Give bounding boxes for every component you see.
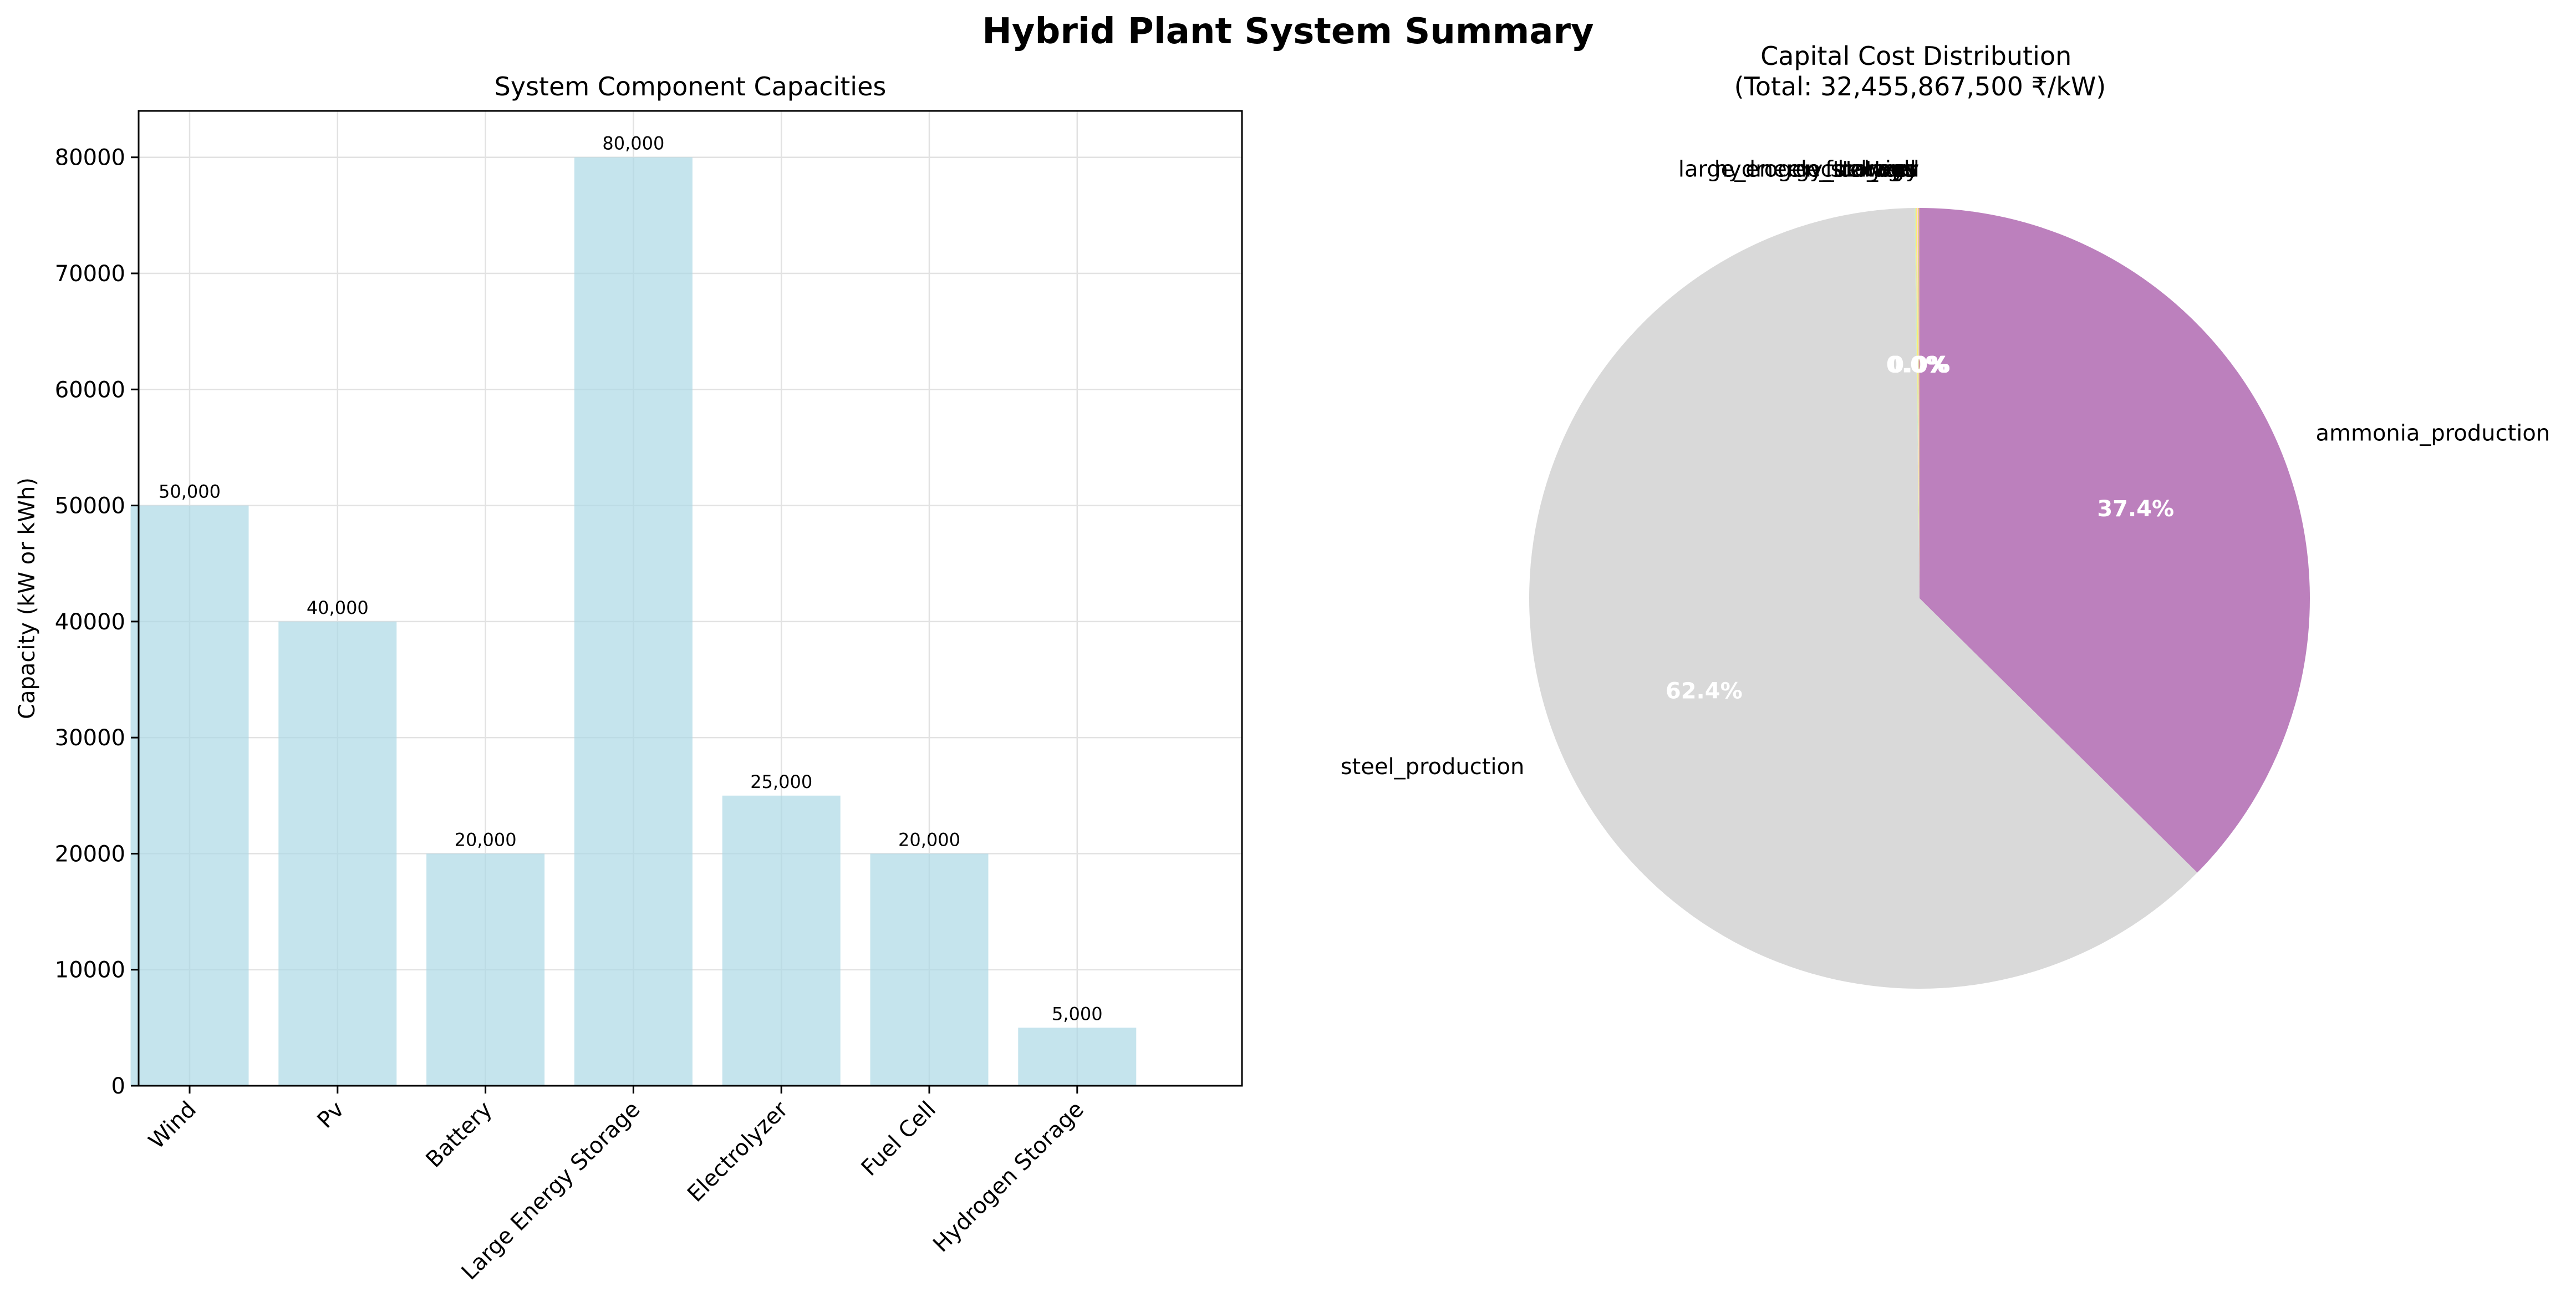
pie-slice-hydrogen-storage	[1915, 208, 1920, 599]
pie-percent-electrolyzer: 0.0%	[1887, 353, 1949, 378]
bar-fuel-cell	[870, 853, 989, 1086]
bar-value-label: 80,000	[602, 133, 664, 154]
bar-chart-y-ticks: 0 10000 20000 30000 40000 50000 60000 70000 8000…	[55, 145, 139, 1099]
pie-percent-ammonia-production: 37.4%	[2097, 496, 2174, 522]
pie-percent-steel-production: 62.4%	[1666, 678, 1743, 704]
pie-chart-title-line-2: (Total: 32,455,867,500 ₹/kW)	[1734, 72, 2106, 101]
pie-label-wind: wind	[1867, 157, 1920, 182]
bar-value-label: 20,000	[898, 829, 960, 850]
bar-value-label: 20,000	[455, 829, 517, 850]
y-tick-label: 70000	[55, 261, 125, 287]
figure-title: Hybrid Plant System Summary	[982, 11, 1594, 52]
bar-large-energy-storage	[574, 157, 693, 1086]
pie-percent-fuel-cell: 0.0%	[1887, 353, 1948, 378]
y-tick-label: 50000	[55, 494, 125, 519]
bar-chart-bars	[130, 157, 1137, 1086]
pie-chart-labels: ammonia_production steel_production hydrog…	[1341, 157, 2550, 780]
bar-hydrogen-storage	[1018, 1028, 1137, 1086]
pie-slice-ammonia-production	[1920, 208, 2310, 873]
pie-percent-pv: 0.0%	[1888, 353, 1950, 378]
bar-electrolyzer	[722, 795, 841, 1086]
pie-label-hydrogen-storage: hydrogen_storage	[1714, 157, 1915, 182]
pie-label-battery: battery	[1838, 157, 1919, 182]
y-tick-label: 60000	[55, 377, 125, 403]
pie-slice-electrolyzer	[1917, 208, 1920, 598]
bar-value-label: 25,000	[750, 771, 812, 792]
bar-pv	[278, 621, 397, 1086]
pie-slice-large-energy-storage	[1918, 208, 1920, 599]
pie-label-large-energy-storage: large_energy_storage	[1678, 157, 1918, 182]
pie-percent-hydrogen-storage: 0.0%	[1886, 353, 1948, 378]
bar-chart-title: System Component Capacities	[495, 72, 887, 101]
bar-value-label: 50,000	[159, 481, 221, 502]
bar-chart-ylabel: Capacity (kW or kWh)	[14, 477, 40, 719]
y-tick-label: 30000	[55, 725, 125, 751]
pie-label-fuel-cell: fuel_cell	[1825, 157, 1916, 182]
bar-chart-axes-frame	[138, 110, 1243, 1087]
pie-chart: Capital Cost Distribution (Total: 32,455…	[1341, 41, 2550, 989]
bar-battery	[426, 853, 545, 1086]
pie-percent-battery: 0.0%	[1888, 353, 1950, 378]
y-tick-label: 10000	[55, 958, 125, 983]
pie-chart-percent-labels: 37.4%62.4%0.0%0.0%0.0%0.0%0.0%0.0%0.0%	[1666, 353, 2174, 704]
pie-percent-large-energy-storage: 0.0%	[1888, 353, 1949, 378]
pie-label-ammonia-production: ammonia_production	[2316, 420, 2550, 446]
pie-slice-steel-production	[1529, 208, 2197, 989]
bar-value-label: 40,000	[307, 597, 369, 618]
pie-label-electrolyzer: electrolyzer	[1787, 157, 1917, 182]
pie-slice-battery	[1918, 208, 1920, 598]
pie-label-steel-production: steel_production	[1341, 754, 1525, 780]
pie-label-pv: pv	[1892, 157, 1919, 182]
y-tick-label: 0	[111, 1074, 125, 1099]
pie-slice-fuel-cell	[1916, 208, 1920, 598]
pie-slice-pv	[1919, 208, 1920, 599]
pie-percent-wind: 0.0%	[1888, 353, 1950, 378]
bar-wind	[130, 505, 249, 1086]
pie-chart-title: Capital Cost Distribution (Total: 32,455…	[1734, 41, 2106, 101]
y-tick-label: 80000	[55, 145, 125, 171]
pie-chart-title-line-1: Capital Cost Distribution	[1760, 41, 2071, 71]
pie-chart-slices	[1529, 208, 2310, 989]
y-tick-label: 40000	[55, 609, 125, 635]
bar-value-label: 5,000	[1052, 1003, 1103, 1024]
bar-chart-value-labels: 50,000 40,000 20,000 80,000 25,000 20,000 5,00…	[159, 133, 1103, 1025]
y-tick-label: 20000	[55, 841, 125, 867]
